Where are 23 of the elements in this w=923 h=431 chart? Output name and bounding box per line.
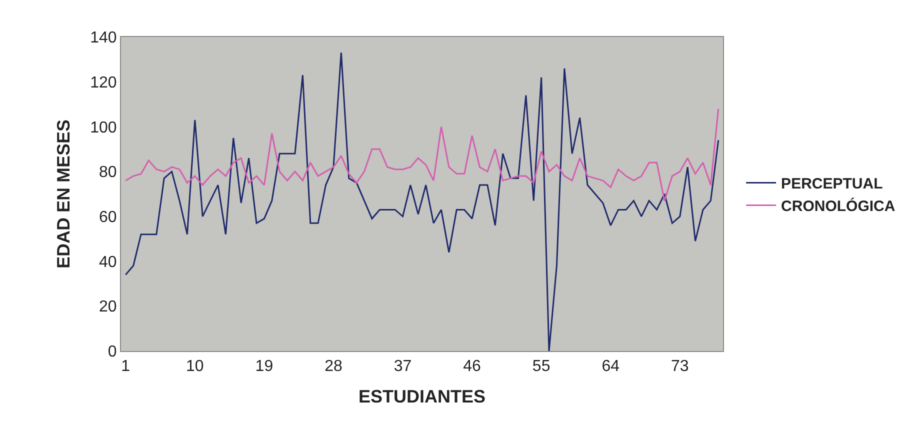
- line-series: [124, 108, 720, 202]
- x-tick-label: 19: [255, 358, 274, 376]
- y-axis-title: EDAD EN MESES: [53, 119, 74, 269]
- y-tick-label: 120: [90, 74, 117, 92]
- x-tick-label: 64: [602, 358, 620, 376]
- x-axis-title: ESTUDIANTES: [358, 386, 486, 406]
- y-tick-label: 0: [108, 344, 117, 361]
- y-tick-label: 140: [90, 30, 117, 47]
- y-tick-label: 80: [99, 164, 117, 182]
- y-tick-label: 40: [99, 254, 117, 271]
- x-tick-label: 73: [670, 358, 689, 376]
- y-tick-label: 100: [90, 119, 117, 136]
- legend-label: PERCEPTUAL: [781, 176, 883, 193]
- x-tick-label: 28: [324, 358, 342, 376]
- x-tick-label: 55: [532, 358, 550, 376]
- x-tick-label: 1: [121, 358, 130, 376]
- x-tick-label: 46: [463, 358, 482, 376]
- line-series: [124, 52, 720, 351]
- legend-label: CRONOLÓGICA: [781, 197, 896, 216]
- x-tick-label: 10: [186, 358, 204, 376]
- y-tick-label: 60: [99, 209, 117, 226]
- x-tick-label: 37: [394, 358, 412, 376]
- y-tick-label: 20: [99, 298, 117, 316]
